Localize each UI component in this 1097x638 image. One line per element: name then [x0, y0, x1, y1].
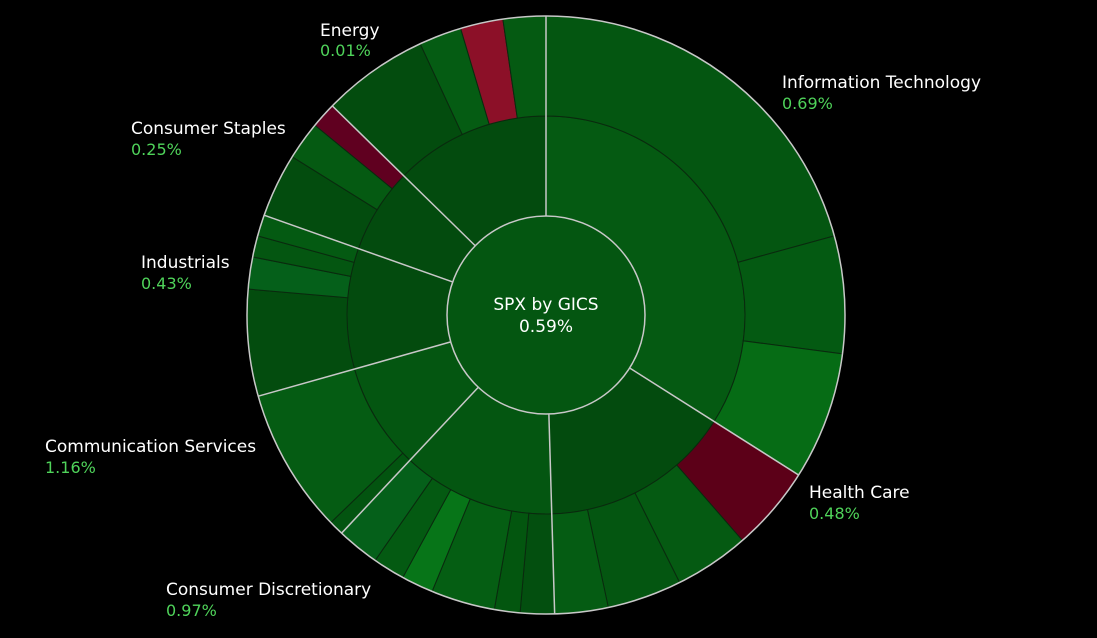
sector-divider-1: [629, 367, 799, 476]
label-consumer-disc-name: Consumer Discretionary: [166, 580, 371, 600]
center-disc: [446, 215, 646, 415]
center-title: SPX by GICS: [493, 295, 598, 315]
sector-divider-2: [548, 413, 556, 614]
label-health-care-name: Health Care: [809, 483, 910, 503]
label-energy-name: Energy: [320, 21, 380, 41]
label-comm-services-name: Communication Services: [45, 437, 256, 457]
sector-divider-5: [263, 214, 453, 283]
outer-ring-outline: [246, 15, 846, 615]
chart-center: SPX by GICS 0.59%: [446, 215, 646, 415]
label-comm-services-value: 1.16%: [45, 458, 96, 477]
label-info-tech-name: Information Technology: [782, 73, 981, 93]
label-industrials-value: 0.43%: [141, 274, 192, 293]
label-info-tech-value: 0.69%: [782, 94, 833, 113]
label-consumer-staples-name: Consumer Staples: [131, 119, 286, 139]
label-energy-value: 0.01%: [320, 41, 371, 60]
label-industrials-name: Industrials: [141, 253, 230, 273]
sector-divider-4: [258, 341, 451, 397]
label-consumer-disc-value: 0.97%: [166, 601, 217, 620]
center-value: 0.59%: [519, 317, 573, 337]
sector-divider-6: [331, 105, 476, 247]
label-health-care-value: 0.48%: [809, 504, 860, 523]
sector-labels: Energy 0.01% Information Technology 0.69…: [45, 21, 981, 620]
label-consumer-staples-value: 0.25%: [131, 140, 182, 159]
sector-divider-3: [341, 386, 479, 534]
